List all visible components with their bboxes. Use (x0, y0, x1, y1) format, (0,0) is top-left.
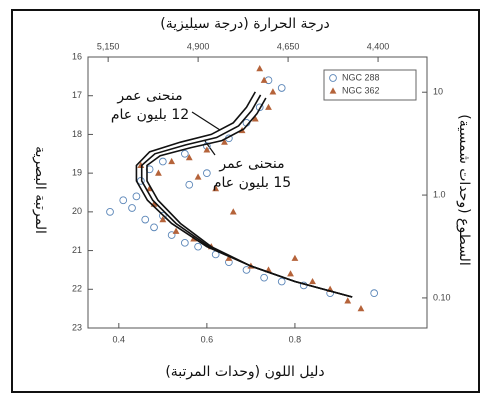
y-tick-label: 22 (72, 284, 82, 294)
legend-box (323, 69, 417, 101)
x2-tick-label: 4,900 (187, 41, 210, 51)
annotation: منحنى عمر (116, 88, 182, 104)
triangle-point (344, 297, 352, 304)
x-tick-label: 0.4 (113, 334, 126, 344)
legend-label: NGC 362 (342, 85, 380, 95)
triangle-point (229, 208, 237, 215)
y2-axis-title: السطوع (وحدات شمسية) (456, 114, 472, 265)
x-tick-label: 0.6 (201, 334, 214, 344)
circle-point (132, 192, 141, 201)
triangle-point (155, 169, 162, 176)
y-tick-label: 21 (72, 245, 82, 255)
circle-point (158, 157, 167, 166)
frame (11, 9, 480, 393)
triangle-point (287, 270, 294, 277)
triangle-point (203, 146, 211, 153)
annotation: منحنى عمر (218, 156, 284, 172)
top-axis-title: درجة الحرارة (درجة سيليزية) (160, 16, 329, 32)
circle-point (119, 196, 128, 205)
circle-point (242, 266, 251, 274)
y-tick-label: 23 (72, 322, 82, 332)
x2-tick-label: 4,400 (367, 41, 390, 51)
circle-point (203, 169, 211, 177)
circle-point (167, 231, 176, 239)
circle-point (277, 277, 286, 286)
triangle-point (221, 138, 228, 145)
triangle-point (159, 216, 167, 223)
triangle-point (194, 173, 202, 180)
circle-point (260, 273, 268, 282)
circle-point (329, 74, 337, 82)
annotation-arrow (191, 111, 221, 131)
triangle-point (225, 254, 233, 261)
triangle-point (256, 65, 264, 72)
triangle-point (251, 115, 259, 122)
triangle-point (137, 161, 145, 168)
triangle-point (291, 254, 299, 261)
y2-tick-label: 10 (433, 87, 443, 97)
circle-point (185, 180, 194, 189)
triangle-point (357, 305, 365, 312)
circle-point (194, 242, 202, 251)
circle-point (181, 149, 189, 158)
circle-point (370, 289, 379, 298)
annotation: 12 بليون عام (111, 107, 189, 123)
y-tick-label: 20 (72, 206, 82, 216)
circle-point (277, 84, 286, 92)
circle-point (136, 177, 145, 185)
triangle-point (260, 76, 268, 83)
circle-point (150, 223, 158, 232)
x-axis-title: دليل اللون (وحدات المرتبة) (165, 364, 324, 380)
circle-point (106, 208, 114, 216)
circle-point (141, 215, 150, 224)
triangle-point (269, 88, 277, 95)
triangle-point (172, 227, 180, 234)
isochrone-curve (146, 97, 353, 298)
annotation: 15 بليون عام (213, 175, 291, 191)
y-tick-label: 18 (72, 129, 82, 139)
triangle-point (309, 277, 316, 285)
x2-tick-label: 4,650 (277, 41, 300, 51)
circle-point (255, 103, 264, 112)
y-axis-title: المرتبة البصرية (32, 146, 48, 234)
y-tick-label: 17 (72, 90, 82, 100)
triangle-point (168, 157, 176, 165)
legend-label: NGC 288 (342, 72, 380, 82)
circle-point (181, 238, 189, 247)
y2-tick-label: 0.10 (433, 292, 451, 302)
x2-tick-label: 5,150 (97, 41, 120, 51)
y-tick-label: 16 (72, 51, 82, 61)
triangle-point (212, 185, 220, 192)
plot-area (87, 56, 428, 329)
triangle-point (329, 87, 337, 94)
circle-point (128, 204, 136, 212)
triangle-point (265, 103, 272, 110)
y-tick-label: 19 (72, 168, 82, 178)
triangle-point (185, 154, 193, 161)
y2-tick-label: 1.0 (433, 189, 446, 199)
x-tick-label: 0.8 (289, 334, 302, 344)
